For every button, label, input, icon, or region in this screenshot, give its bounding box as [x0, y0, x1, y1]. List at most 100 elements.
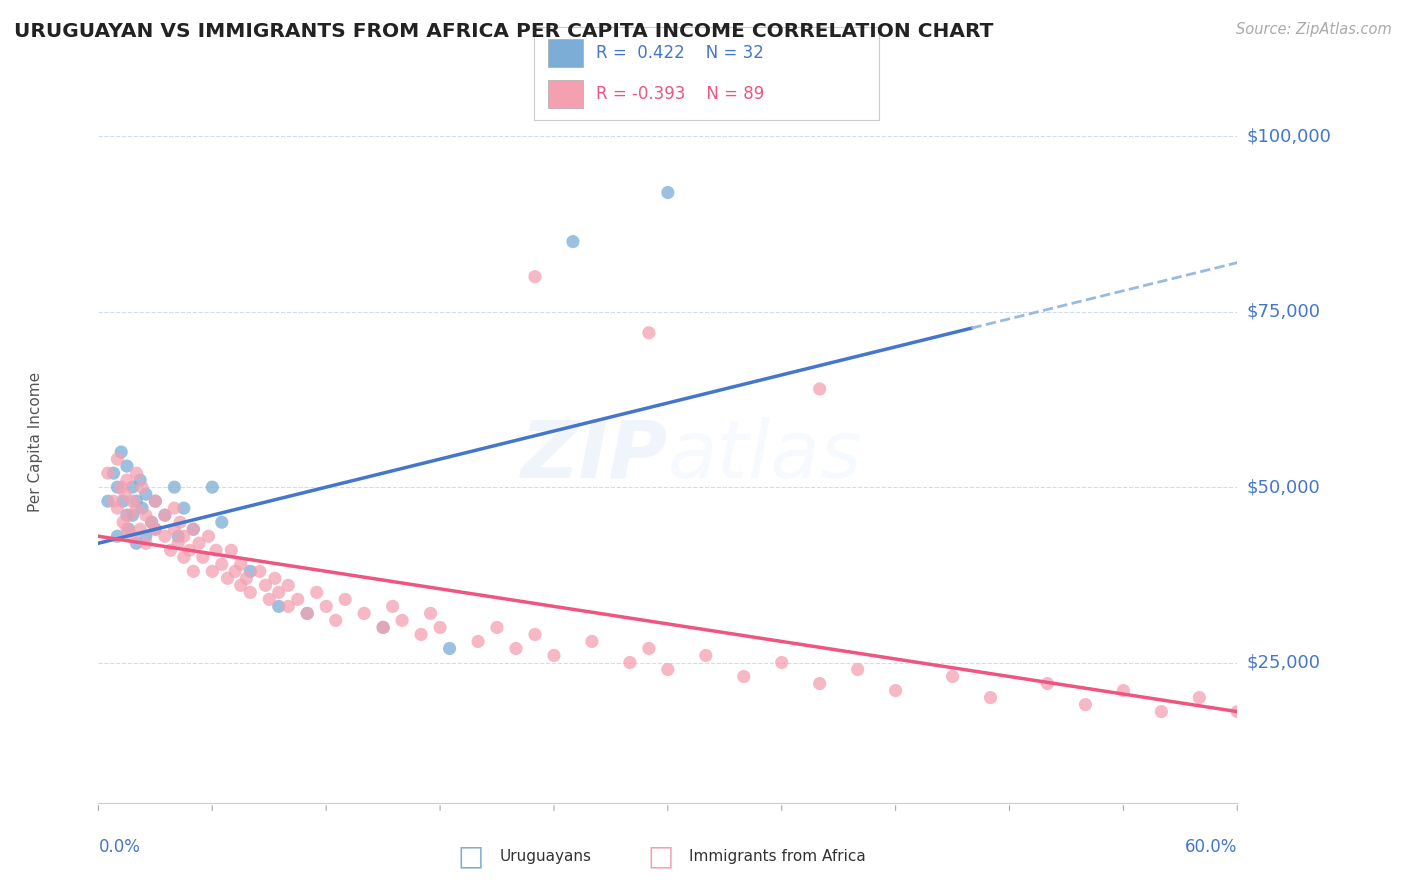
Point [125, 466, 148, 480]
Point [808, 382, 831, 396]
Point [118, 522, 141, 536]
Point [110, 480, 132, 494]
Point [259, 592, 281, 607]
Point [201, 564, 224, 578]
Text: Source: ZipAtlas.com: Source: ZipAtlas.com [1236, 22, 1392, 37]
Point [846, 663, 869, 677]
Point [884, 683, 907, 698]
Point [353, 607, 375, 621]
Point [235, 571, 257, 585]
Point [135, 529, 157, 543]
Point [1150, 705, 1173, 719]
Point [121, 508, 143, 523]
Point [131, 501, 153, 516]
Text: R =  0.422    N = 32: R = 0.422 N = 32 [596, 44, 763, 62]
Point [267, 599, 290, 614]
Point [167, 529, 190, 543]
Point [107, 529, 129, 543]
Point [153, 508, 176, 523]
Point [97, 466, 120, 480]
Point [638, 641, 661, 656]
Point [229, 558, 252, 572]
Point [141, 515, 163, 529]
Point [188, 536, 211, 550]
Point [657, 663, 679, 677]
Point [183, 564, 205, 578]
Point [808, 676, 831, 690]
Point [107, 452, 129, 467]
Point [135, 536, 157, 550]
Point [173, 529, 195, 543]
Point [505, 641, 527, 656]
Point [173, 501, 195, 516]
Point [486, 620, 509, 634]
Point [129, 473, 152, 487]
Point [145, 522, 167, 536]
Point [249, 564, 271, 578]
Point [159, 543, 181, 558]
Point [1074, 698, 1097, 712]
Point [638, 326, 661, 340]
Point [315, 599, 337, 614]
Point [371, 620, 394, 634]
Point [112, 515, 135, 529]
Point [239, 585, 262, 599]
Point [267, 585, 290, 599]
Point [118, 508, 141, 523]
Text: $25,000: $25,000 [1247, 654, 1320, 672]
Point [335, 592, 357, 607]
Point [411, 627, 433, 641]
Point [115, 508, 138, 523]
Point [229, 578, 252, 592]
Point [439, 641, 461, 656]
Point [173, 550, 195, 565]
Point [103, 494, 125, 508]
Text: 0.0%: 0.0% [98, 838, 141, 855]
Point [264, 571, 287, 585]
Text: $75,000: $75,000 [1247, 302, 1320, 321]
Point [325, 614, 347, 628]
Point [107, 501, 129, 516]
Point [770, 656, 793, 670]
Text: Per Capita Income: Per Capita Income [28, 371, 44, 512]
Point [145, 522, 167, 536]
Point [733, 669, 755, 683]
Point [224, 564, 246, 578]
Point [179, 543, 201, 558]
Text: R = -0.393    N = 89: R = -0.393 N = 89 [596, 86, 765, 103]
Point [121, 480, 143, 494]
Point [167, 536, 190, 550]
Point [695, 648, 717, 663]
Point [97, 494, 120, 508]
Point [191, 550, 214, 565]
Point [287, 592, 309, 607]
Point [121, 494, 143, 508]
Point [419, 607, 441, 621]
Point [112, 494, 135, 508]
Point [524, 627, 547, 641]
Point [107, 480, 129, 494]
Point [217, 571, 239, 585]
Text: $100,000: $100,000 [1247, 128, 1331, 145]
Point [131, 480, 153, 494]
Point [305, 585, 328, 599]
Point [429, 620, 451, 634]
Point [619, 656, 641, 670]
Point [163, 522, 186, 536]
Point [121, 529, 143, 543]
Point [371, 620, 394, 634]
Point [297, 607, 319, 621]
Point [183, 522, 205, 536]
Text: ZIP: ZIP [520, 417, 668, 495]
Point [115, 522, 138, 536]
Text: $50,000: $50,000 [1247, 478, 1320, 496]
Point [543, 648, 565, 663]
Point [221, 543, 243, 558]
Point [1226, 705, 1249, 719]
Point [239, 564, 262, 578]
Point [153, 529, 176, 543]
Point [205, 543, 228, 558]
Point [183, 522, 205, 536]
Point [163, 480, 186, 494]
Text: URUGUAYAN VS IMMIGRANTS FROM AFRICA PER CAPITA INCOME CORRELATION CHART: URUGUAYAN VS IMMIGRANTS FROM AFRICA PER … [14, 22, 994, 41]
